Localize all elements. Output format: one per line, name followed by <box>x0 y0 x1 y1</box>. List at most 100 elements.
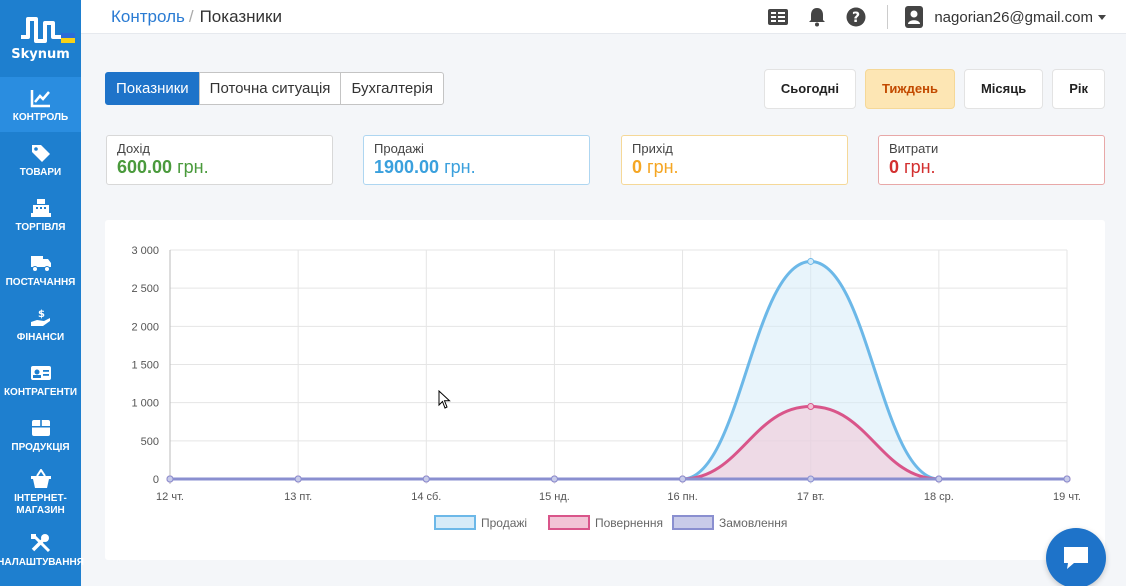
y-tick-label: 2 500 <box>131 283 159 295</box>
y-tick-label: 2 000 <box>131 321 159 333</box>
sidebar-item-label: ТОВАРИ <box>19 166 62 178</box>
chevron-down-icon[interactable] <box>1098 14 1106 20</box>
y-tick-label: 500 <box>141 436 159 448</box>
x-tick-label: 15 нд. <box>539 491 570 503</box>
series-area <box>170 406 1067 479</box>
tab-current-situation[interactable]: Поточна ситуація <box>198 72 342 105</box>
tab-indicators[interactable]: Показники <box>105 72 200 105</box>
period-year-button[interactable]: Рік <box>1052 69 1105 109</box>
data-point <box>1063 475 1071 483</box>
sidebar-item-label: КОНТРАГЕНТИ <box>3 386 78 398</box>
legend-label: Повернення <box>595 516 663 530</box>
bell-icon[interactable] <box>806 6 828 28</box>
header-divider <box>887 5 889 29</box>
sidebar: Skynum КОНТРОЛЬ ТОВАРИ ТОРГІВЛЯ ПОСТАЧАН… <box>0 0 84 586</box>
user-email[interactable]: nagorian26@gmail.com <box>934 8 1093 26</box>
legend-label: Продажі <box>481 516 527 530</box>
series-line <box>170 404 1067 481</box>
y-tick-label: 1 000 <box>131 398 159 410</box>
sidebar-item-control[interactable]: КОНТРОЛЬ <box>0 77 81 132</box>
stat-card-sales: Продажі 1900.00 грн. <box>363 135 590 185</box>
ukraine-flag-icon <box>61 33 75 43</box>
x-tick-label: 16 пн. <box>667 491 697 503</box>
data-point <box>935 475 943 483</box>
sidebar-item-label: КОНТРОЛЬ <box>12 111 69 123</box>
series-line <box>170 259 1067 481</box>
x-tick-label: 12 чт. <box>156 491 184 503</box>
breadcrumb: Контроль / Показники <box>111 7 282 27</box>
x-tick-label: 14 сб. <box>411 491 441 503</box>
y-tick-label: 3 000 <box>131 245 159 257</box>
tab-accounting[interactable]: Бухгалтерія <box>340 72 445 105</box>
logo[interactable]: Skynum <box>0 0 81 77</box>
x-tick-label: 18 ср. <box>924 491 954 503</box>
data-point <box>807 257 815 265</box>
stat-value: 0 грн. <box>632 157 679 177</box>
period-selector: Сьогодні Тиждень Місяць Рік <box>755 69 1105 109</box>
help-icon[interactable]: ? <box>845 6 867 28</box>
cash-register-icon <box>30 198 51 217</box>
period-month-button[interactable]: Місяць <box>963 69 1044 109</box>
sidebar-item-products[interactable]: ПРОДУКЦІЯ <box>0 407 81 462</box>
id-card-icon <box>30 365 51 380</box>
data-point <box>294 475 302 483</box>
stat-card-income: Дохід 600.00 грн. <box>106 135 333 185</box>
view-tabs: Показники Поточна ситуація Бухгалтерія <box>105 72 445 105</box>
breadcrumb-link-control[interactable]: Контроль <box>111 6 185 26</box>
series-area <box>170 261 1067 479</box>
data-point <box>550 475 558 483</box>
top-bar: Контроль / Показники ? nagorian26@gmail.co… <box>81 0 1126 34</box>
x-tick-label: 17 вт. <box>797 491 825 503</box>
sidebar-item-supply[interactable]: ПОСТАЧАННЯ <box>0 242 81 297</box>
legend-swatch <box>434 515 476 530</box>
x-tick-label: 13 пт. <box>284 491 312 503</box>
y-tick-label: 1 500 <box>131 360 159 372</box>
sidebar-item-goods[interactable]: ТОВАРИ <box>0 132 81 187</box>
stat-card-expenses: Витрати 0 грн. <box>878 135 1105 185</box>
x-tick-label: 19 чт. <box>1053 491 1081 503</box>
sidebar-item-label: НАЛАШТУВАННЯ <box>0 556 84 568</box>
stat-label: Продажі <box>374 141 424 156</box>
data-point <box>679 475 687 483</box>
sidebar-item-trade[interactable]: ТОРГІВЛЯ <box>0 187 81 242</box>
skynum-logo-icon <box>20 17 61 43</box>
app-name: Skynum <box>11 47 70 62</box>
stat-value: 0 грн. <box>889 157 936 177</box>
svg-text:?: ? <box>852 10 860 26</box>
period-today-button[interactable]: Сьогодні <box>763 69 856 109</box>
sidebar-item-label-line1: ІНТЕРНЕТ- <box>14 493 67 504</box>
legend-swatch <box>548 515 590 530</box>
sidebar-item-label: ТОРГІВЛЯ <box>15 221 66 233</box>
sidebar-item-settings[interactable]: НАЛАШТУВАННЯ <box>0 522 84 577</box>
period-week-button[interactable]: Тиждень <box>864 69 955 109</box>
stat-card-arrival: Прихід 0 грн. <box>621 135 848 185</box>
sidebar-item-contractors[interactable]: КОНТРАГЕНТИ <box>0 352 81 407</box>
header-actions: ? nagorian26@gmail.com <box>750 0 1106 34</box>
indicators-chart: 3 000 2 500 2 000 1 500 1 000 500 0 12 чт. 13 пт… <box>131 245 1081 530</box>
basket-icon <box>30 469 51 488</box>
news-icon[interactable] <box>767 6 789 28</box>
stat-label: Прихід <box>632 141 673 156</box>
stat-label: Витрати <box>889 141 939 156</box>
sidebar-item-label: ФІНАНСИ <box>16 331 65 343</box>
sidebar-item-label: ПРОДУКЦІЯ <box>11 441 70 453</box>
sidebar-item-online-store[interactable]: ІНТЕРНЕТ- МАГАЗИН <box>0 462 81 522</box>
chat-bubble-icon <box>1064 547 1088 569</box>
tags-icon <box>31 144 50 162</box>
mouse-cursor-icon <box>438 390 451 409</box>
svg-text:$: $ <box>38 309 45 320</box>
sidebar-item-label-line2: МАГАЗИН <box>16 505 65 516</box>
sidebar-item-label: ПОСТАЧАННЯ <box>5 276 76 288</box>
hand-dollar-icon: $ <box>30 309 50 326</box>
sidebar-item-finance[interactable]: $ ФІНАНСИ <box>0 297 81 352</box>
chart-line-icon <box>30 89 50 107</box>
chat-button[interactable] <box>1046 528 1106 586</box>
chart-panel: 3 000 2 500 2 000 1 500 1 000 500 0 12 чт. 13 пт… <box>105 220 1105 560</box>
tools-icon <box>30 533 50 552</box>
breadcrumb-current: Показники <box>199 6 282 26</box>
user-badge-icon <box>905 6 924 28</box>
data-point <box>807 475 815 483</box>
data-point <box>166 475 174 483</box>
box-icon <box>31 419 50 436</box>
stat-value: 1900.00 грн. <box>374 157 476 177</box>
